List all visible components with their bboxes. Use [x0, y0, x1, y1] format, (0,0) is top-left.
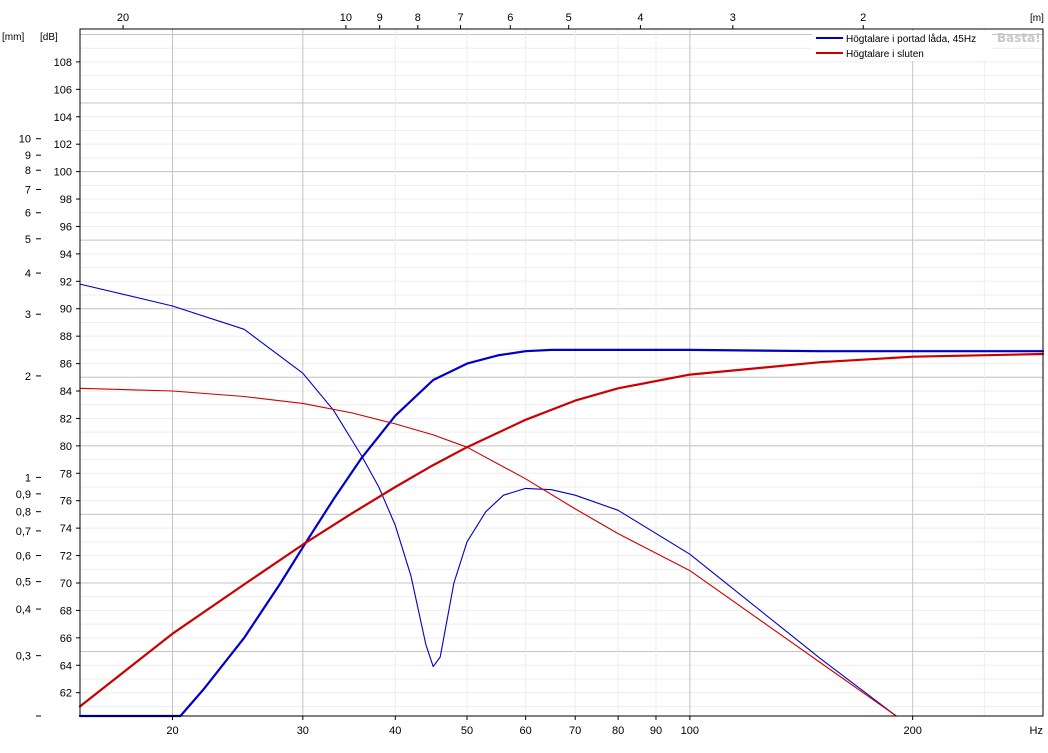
top-tick-label: 5	[566, 12, 572, 24]
mm-tick-label: 6	[25, 208, 31, 220]
y-tick-label: 84	[60, 386, 72, 398]
mm-tick-label: 0,6	[16, 551, 31, 563]
y-tick-label: 92	[60, 276, 72, 288]
y-tick-label: 106	[54, 84, 72, 96]
legend: Högtalare i portad låda, 45Hz Högtalare i…	[812, 31, 992, 61]
x-tick-label: 90	[650, 725, 662, 737]
x-tick-label: 100	[681, 725, 699, 737]
mm-tick-label: 0,3	[16, 651, 31, 663]
y-tick-label: 66	[60, 633, 72, 645]
y-tick-label: 96	[60, 221, 72, 233]
mm-axis-unit: [mm]	[2, 32, 24, 43]
y-tick-label: 90	[60, 304, 72, 316]
mm-tick-label: 0,5	[16, 577, 31, 589]
y-tick-label: 94	[60, 249, 72, 261]
x-tick-label: 60	[520, 725, 532, 737]
top-tick-label: 10	[340, 12, 352, 24]
y-tick-label: 62	[60, 688, 72, 700]
y-tick-label: 68	[60, 605, 72, 617]
series-layer	[78, 283, 1045, 718]
series-excursion-1	[79, 283, 1044, 717]
top-tick-label: 6	[507, 12, 513, 24]
legend-label: Högtalare i portad låda, 45Hz	[846, 33, 976, 45]
y-tick-label: 100	[54, 167, 72, 179]
top-tick-label: 7	[457, 12, 463, 24]
x-tick-label: 50	[461, 725, 473, 737]
y-tick-label: 74	[60, 523, 72, 535]
top-tick-label: 2	[860, 12, 866, 24]
hz-axis-unit: Hz	[1030, 725, 1043, 737]
mm-tick-label: 10	[19, 134, 31, 146]
mm-tick-label: 5	[25, 234, 31, 246]
mm-tick-label: 8	[25, 165, 31, 177]
top-tick-label: 4	[637, 12, 643, 24]
x-tick-label: 200	[903, 725, 921, 737]
top-tick-label: 3	[730, 12, 736, 24]
y-tick-label: 80	[60, 441, 72, 453]
series-spl-2	[78, 352, 1045, 708]
watermark: Basta!	[997, 31, 1041, 45]
x-tick-label: 70	[569, 725, 581, 737]
series-spl-0	[78, 348, 1045, 718]
top-tick-label: 8	[415, 12, 421, 24]
legend-box	[812, 31, 992, 61]
mm-tick-label: 2	[25, 371, 31, 383]
x-tick-label: 80	[612, 725, 624, 737]
top-tick-label: 20	[117, 12, 129, 24]
mm-tick-label: 0,7	[16, 526, 31, 538]
db-axis-unit: [dB]	[40, 32, 58, 43]
meter-axis-unit: [m]	[1030, 13, 1044, 24]
y-tick-label: 64	[60, 660, 72, 672]
y-tick-label: 82	[60, 413, 72, 425]
y-tick-label: 104	[54, 112, 72, 124]
x-tick-label: 40	[389, 725, 401, 737]
y-tick-label: 88	[60, 331, 72, 343]
y-tick-label: 72	[60, 551, 72, 563]
y-tick-label: 78	[60, 468, 72, 480]
y-tick-label: 98	[60, 194, 72, 206]
plot-frame	[79, 28, 1044, 717]
mm-tick-label: 0,9	[16, 489, 31, 501]
y-tick-label: 102	[54, 139, 72, 151]
mm-tick-label: 1	[25, 472, 31, 484]
x-tick-label: 30	[297, 725, 309, 737]
x-tick-label: 20	[166, 725, 178, 737]
mm-tick-label: 9	[25, 150, 31, 162]
series-excursion-3	[79, 387, 1044, 717]
axes: 6264666870727476788082848688909294969810…	[16, 12, 922, 737]
y-tick-label: 70	[60, 578, 72, 590]
legend-label: Högtalare i sluten	[846, 49, 924, 60]
mm-tick-label: 0,8	[16, 507, 31, 519]
mm-tick-label: 4	[25, 268, 31, 280]
y-tick-label: 108	[54, 57, 72, 69]
y-tick-label: 86	[60, 359, 72, 371]
mm-tick-label: 3	[25, 309, 31, 321]
y-tick-label: 76	[60, 496, 72, 508]
top-tick-label: 9	[377, 12, 383, 24]
grid	[80, 29, 1043, 716]
mm-tick-label: 7	[25, 184, 31, 196]
mm-tick-label: 0,4	[16, 604, 31, 616]
